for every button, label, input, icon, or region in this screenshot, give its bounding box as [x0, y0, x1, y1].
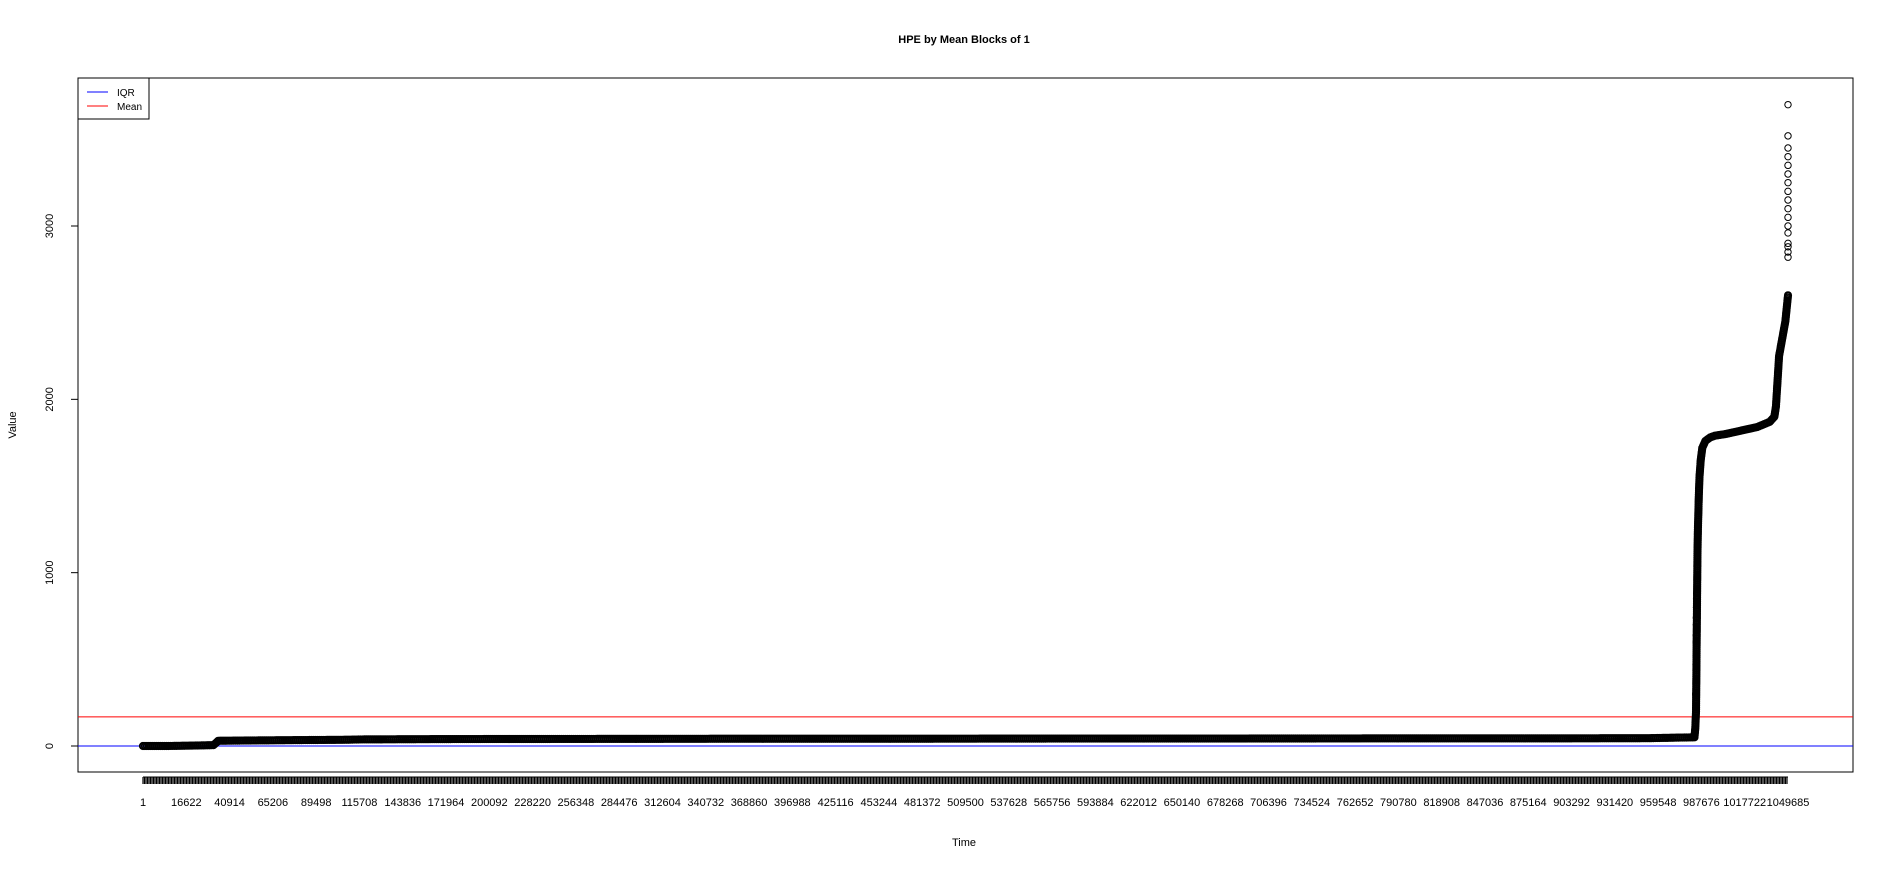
plot-area-frame	[77, 77, 1854, 773]
data-point	[1783, 291, 1793, 300]
x-tick-label: 593884	[1077, 797, 1114, 809]
outlier-point	[1692, 690, 1700, 698]
outlier-point	[1692, 638, 1700, 646]
data-series-outliers	[1692, 100, 1792, 698]
outlier-point	[1692, 589, 1701, 598]
outlier-point	[1784, 204, 1792, 213]
outlier-point	[1784, 243, 1792, 251]
outlier-point	[1784, 170, 1792, 178]
outlier-point	[1692, 594, 1701, 603]
x-tick-label: 678268	[1207, 797, 1244, 809]
x-axis-dense-ticks	[142, 777, 1788, 784]
x-tick-label: 65206	[258, 797, 289, 809]
x-tick-label: 818908	[1423, 797, 1460, 809]
x-tick-label: 89498	[301, 797, 332, 809]
x-tick-label: 622012	[1120, 797, 1157, 809]
x-tick-label: 1017722	[1723, 797, 1766, 809]
x-tick-label: 790780	[1380, 797, 1417, 809]
outlier-point	[1784, 253, 1792, 261]
x-tick-label: 931420	[1596, 797, 1633, 809]
data-points-layer	[138, 100, 1793, 751]
x-tick-label: 256348	[558, 797, 595, 809]
data-series-points	[138, 291, 1793, 751]
outlier-point	[1784, 213, 1792, 222]
legend-iqr-label: IQR	[117, 88, 135, 99]
x-tick-label: 650140	[1164, 797, 1201, 809]
x-tick-label: 312604	[644, 797, 681, 809]
x-tick-label: 284476	[601, 797, 638, 809]
outlier-point	[1784, 248, 1792, 256]
reference-lines	[78, 716, 1853, 747]
x-tick-label: 16622	[171, 797, 202, 809]
outlier-point	[1784, 152, 1792, 161]
legend: IQR Mean	[77, 77, 150, 120]
x-tick-label: 762652	[1337, 797, 1374, 809]
x-tick-label: 425116	[818, 797, 854, 809]
x-tick-label: 509500	[947, 797, 984, 809]
outlier-point	[1692, 660, 1700, 669]
x-tick-label: 115708	[342, 797, 378, 809]
x-axis-label: Time	[952, 837, 976, 849]
outlier-point	[1784, 100, 1792, 109]
outlier-point	[1784, 239, 1792, 248]
y-tick-label: 2000	[44, 387, 56, 411]
outlier-point	[1784, 196, 1792, 204]
x-tick-label: 40914	[214, 797, 245, 809]
y-tick-label: 3000	[44, 214, 56, 238]
x-tick-label: 1	[140, 797, 146, 809]
outlier-point	[1784, 229, 1792, 237]
chart-title: HPE by Mean Blocks of 1	[898, 34, 1029, 46]
outlier-point	[1692, 614, 1701, 622]
x-tick-label: 453244	[861, 797, 898, 809]
x-tick-label: 565756	[1034, 797, 1071, 809]
x-tick-label: 228220	[514, 797, 551, 809]
x-tick-label: 1049685	[1767, 797, 1810, 809]
outlier-point	[1692, 652, 1700, 660]
axes-layer: 0 1000 2000 3000 1 16622 40914 65206 89498 115708…	[44, 214, 1809, 809]
x-tick-label: 143836	[384, 797, 421, 809]
outlier-point	[1784, 132, 1792, 140]
legend-box	[77, 77, 150, 120]
y-axis-label: Value	[7, 411, 19, 438]
x-tick-label: 734524	[1293, 797, 1330, 809]
x-tick-label: 396988	[774, 797, 811, 809]
y-tick-label: 0	[44, 743, 56, 749]
outlier-point	[1692, 603, 1701, 612]
x-tick-label: 368860	[731, 797, 768, 809]
x-tick-label: 340732	[687, 797, 724, 809]
x-tick-label: 481372	[904, 797, 941, 809]
x-tick-label: 706396	[1250, 797, 1287, 809]
x-tick-label: 537628	[990, 797, 1027, 809]
outlier-point	[1784, 187, 1792, 196]
outlier-point	[1692, 620, 1701, 629]
x-tick-label: 959548	[1640, 797, 1677, 809]
x-tick-label: 903292	[1553, 797, 1590, 809]
outlier-point	[1784, 178, 1792, 187]
legend-mean-label: Mean	[117, 102, 142, 113]
outlier-point	[1784, 144, 1792, 152]
x-tick-label: 171964	[428, 797, 465, 809]
x-tick-label: 875164	[1510, 797, 1547, 809]
x-tick-label: 200092	[471, 797, 508, 809]
y-tick-label: 1000	[44, 560, 56, 584]
x-tick-label: 847036	[1467, 797, 1504, 809]
x-tick-label: 987676	[1683, 797, 1720, 809]
outlier-point	[1784, 222, 1792, 230]
outlier-point	[1784, 161, 1792, 170]
outlier-point	[1692, 631, 1700, 639]
